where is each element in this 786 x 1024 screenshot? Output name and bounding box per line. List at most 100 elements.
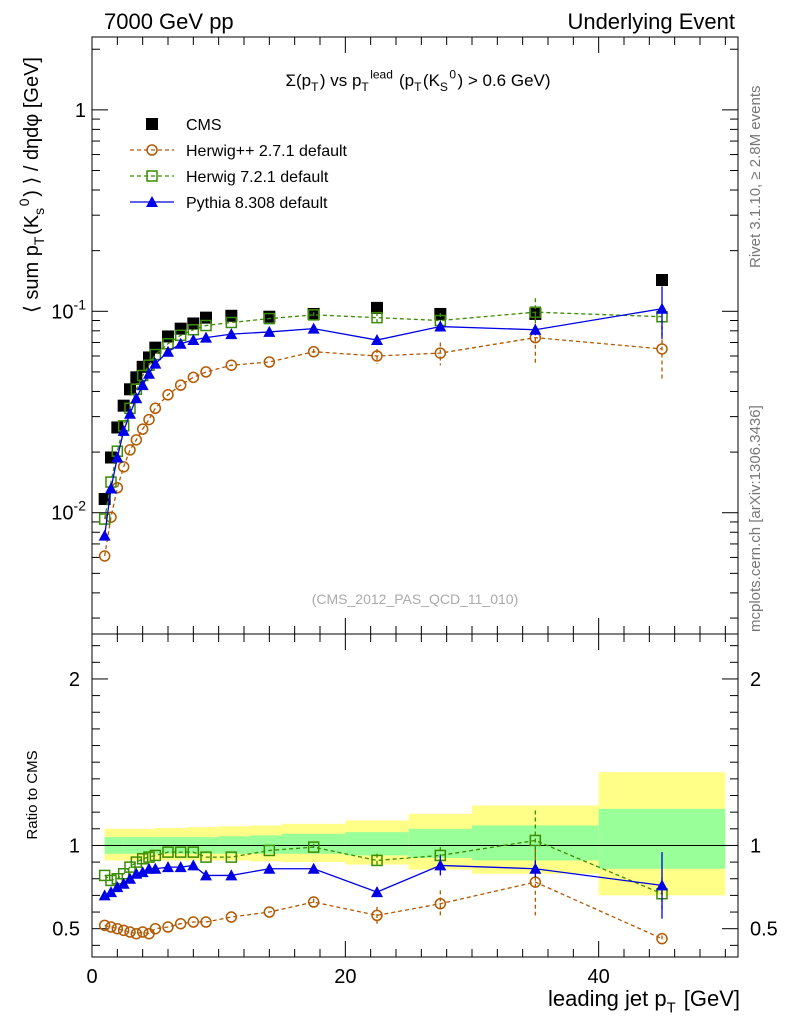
data-point [371,301,383,314]
ratio-point [162,921,174,933]
ratio-point [434,897,447,910]
ratio-point [187,859,200,871]
ratio-point [124,926,136,938]
data-point [263,356,276,368]
ratio-point [98,919,111,932]
ratio-point [263,906,276,918]
data-point [174,379,187,391]
data-point [117,424,130,436]
ratio-point [371,909,383,922]
legend-entry: Pythia 8.308 default [130,195,328,212]
ratio-point [124,872,136,884]
data-point [187,317,200,330]
ratio-point [149,922,162,935]
data-point [143,367,155,379]
legend-marker [146,144,158,156]
ratio-point [307,841,320,853]
data-point [111,451,124,463]
series-pythia-8-308-default [98,286,668,541]
data-point [162,345,174,357]
data-point [371,311,383,324]
legend-entry: Herwig 7.2.1 default [130,169,329,186]
ratio-point [371,854,383,867]
ratio-point [307,862,320,874]
ratio-series-pythia-8-308-default [98,852,668,919]
ratio-point [111,922,124,935]
ratio-point [149,849,162,862]
ratio-y-axis-label: Ratio to CMS [24,750,41,839]
x-tick-label: 40 [588,966,610,988]
data-point [105,482,117,494]
x-tick-label: 0 [86,966,97,988]
data-point [162,330,174,343]
data-point [187,371,200,384]
data-point [225,309,238,322]
data-point [130,392,143,404]
data-point [371,350,383,362]
ratio-point [130,927,143,940]
data-point [263,325,276,337]
data-point [98,513,111,525]
ratio-point [200,869,212,881]
y-tick-label: 10-2 [51,498,86,525]
data-point [98,529,111,541]
header-right: Underlying Event [567,9,735,34]
ratio-point [130,856,143,868]
data-point [98,550,111,562]
legend-marker [146,196,158,207]
analysis-id: (CMS_2012_PAS_QCD_11_010) [312,591,519,607]
ratio-point [656,879,668,891]
ratio-point [149,862,162,874]
rivet-label: Rivet 3.1.10, ≥ 2.8M events [747,86,764,269]
data-point [307,345,320,358]
ratio-point [225,869,238,881]
series-line [104,336,663,557]
data-point [174,322,187,335]
legend-label: Herwig 7.2.1 default [186,169,329,186]
ratio-point [307,896,320,908]
green-band [250,835,282,854]
data-point [162,389,174,401]
data-point [124,383,136,396]
legend-entry: Herwig++ 2.7.1 default [130,143,348,160]
data-point [371,334,383,346]
data-point [200,366,212,378]
data-point [529,323,542,335]
ratio-point [105,874,117,887]
data-point [434,320,447,332]
data-point [656,343,668,355]
main-series-layer [98,274,668,562]
ratio-point [225,911,238,923]
ratio-point [174,861,187,873]
data-point [105,511,117,523]
ratio-point [162,861,174,873]
ratio-point [434,859,447,871]
ratio-point [263,862,276,874]
legend-label: CMS [186,117,222,134]
data-point [307,309,320,321]
data-point [124,444,136,456]
ratio-line [104,881,663,940]
data-point [117,399,130,412]
ratio-point [200,916,212,928]
y-tick-label: 10-1 [51,296,86,323]
legend: CMS Herwig++ 2.7.1 default Herwig 7.2.1 de… [130,117,348,212]
x-axis-label: leading jet pT [GeV] [548,986,740,1017]
data-point [143,413,155,426]
ratio-point [263,844,276,857]
legend-marker [146,118,158,130]
series-line [104,311,663,520]
data-point [136,423,149,435]
x-tick-label: 20 [334,966,356,988]
y-tick-label: 1 [69,835,80,857]
data-point [263,312,276,325]
data-point [263,310,276,323]
data-point [130,434,143,446]
ratio-point [529,862,542,874]
data-point [656,302,668,314]
data-point [656,274,668,287]
ratio-point [136,926,149,938]
mcplots-label: mcplots.cern.ch [arXiv:1306.3436] [747,405,764,632]
ratio-point [136,866,149,878]
